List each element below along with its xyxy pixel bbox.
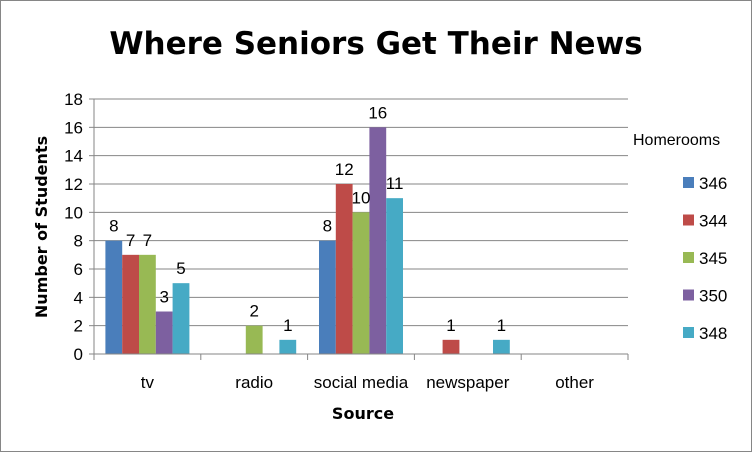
y-tick-label: 16 [64,118,83,137]
bar-348 [493,339,510,354]
y-tick-label: 0 [74,345,83,364]
data-label: 10 [352,188,371,207]
legend-item: 350 [699,287,727,306]
legend-item: 346 [699,174,727,193]
data-label: 7 [126,231,135,250]
y-axis-title: Number of Students [32,136,51,318]
chart-title: Where Seniors Get Their News [109,26,642,62]
y-axis-ticks: 0 2 4 6 8 10 12 14 16 18 [64,90,94,364]
bar-350 [369,127,387,354]
data-label: 3 [159,288,168,307]
data-label: 7 [143,231,152,250]
bar-344 [335,184,353,354]
y-tick-label: 4 [74,288,83,307]
legend-swatch [683,289,694,301]
data-label: 1 [446,316,455,335]
bar-350 [155,311,173,354]
bar-346 [105,240,123,354]
y-tick-label: 2 [74,317,83,336]
bar-345 [352,212,370,354]
legend: 346 344 345 350 348 [683,174,727,343]
x-axis-title: Source [332,404,394,423]
legend-swatch [683,327,694,338]
data-label: 1 [283,316,292,335]
data-label: 11 [386,174,404,193]
data-label: 5 [176,259,185,278]
bar-348 [279,339,297,354]
category-label: radio [235,373,273,392]
legend-swatch [683,214,694,226]
data-label: 1 [497,316,506,335]
data-label: 8 [323,217,332,236]
y-tick-label: 14 [64,147,83,166]
data-label: 16 [368,103,387,122]
bar-345 [245,325,263,354]
bar-346 [319,240,336,354]
bar-348 [386,198,403,354]
bar-344 [442,339,460,354]
legend-swatch [683,177,694,188]
legend-item: 348 [699,324,727,343]
y-tick-label: 6 [74,260,83,279]
category-label: newspaper [426,373,510,392]
category-label: tv [141,373,155,392]
legend-title: Homerooms [633,132,720,149]
category-label: social media [314,373,409,392]
bar-348 [172,283,190,354]
legend-swatch [683,252,694,263]
data-label: 8 [109,217,118,236]
bar-344 [122,254,139,354]
legend-item: 345 [699,249,727,268]
y-tick-label: 12 [64,175,83,194]
y-tick-label: 8 [74,232,83,251]
data-label: 12 [335,160,354,179]
y-tick-label: 10 [64,203,83,222]
category-label: other [555,373,594,392]
x-axis-tick-marks [93,354,629,360]
legend-item: 344 [699,212,727,231]
data-label: 2 [249,302,258,321]
bar-345 [139,254,156,354]
y-tick-label: 18 [64,90,83,109]
bars [105,127,510,354]
x-axis-categories: tv radio social media newspaper other [141,373,595,392]
